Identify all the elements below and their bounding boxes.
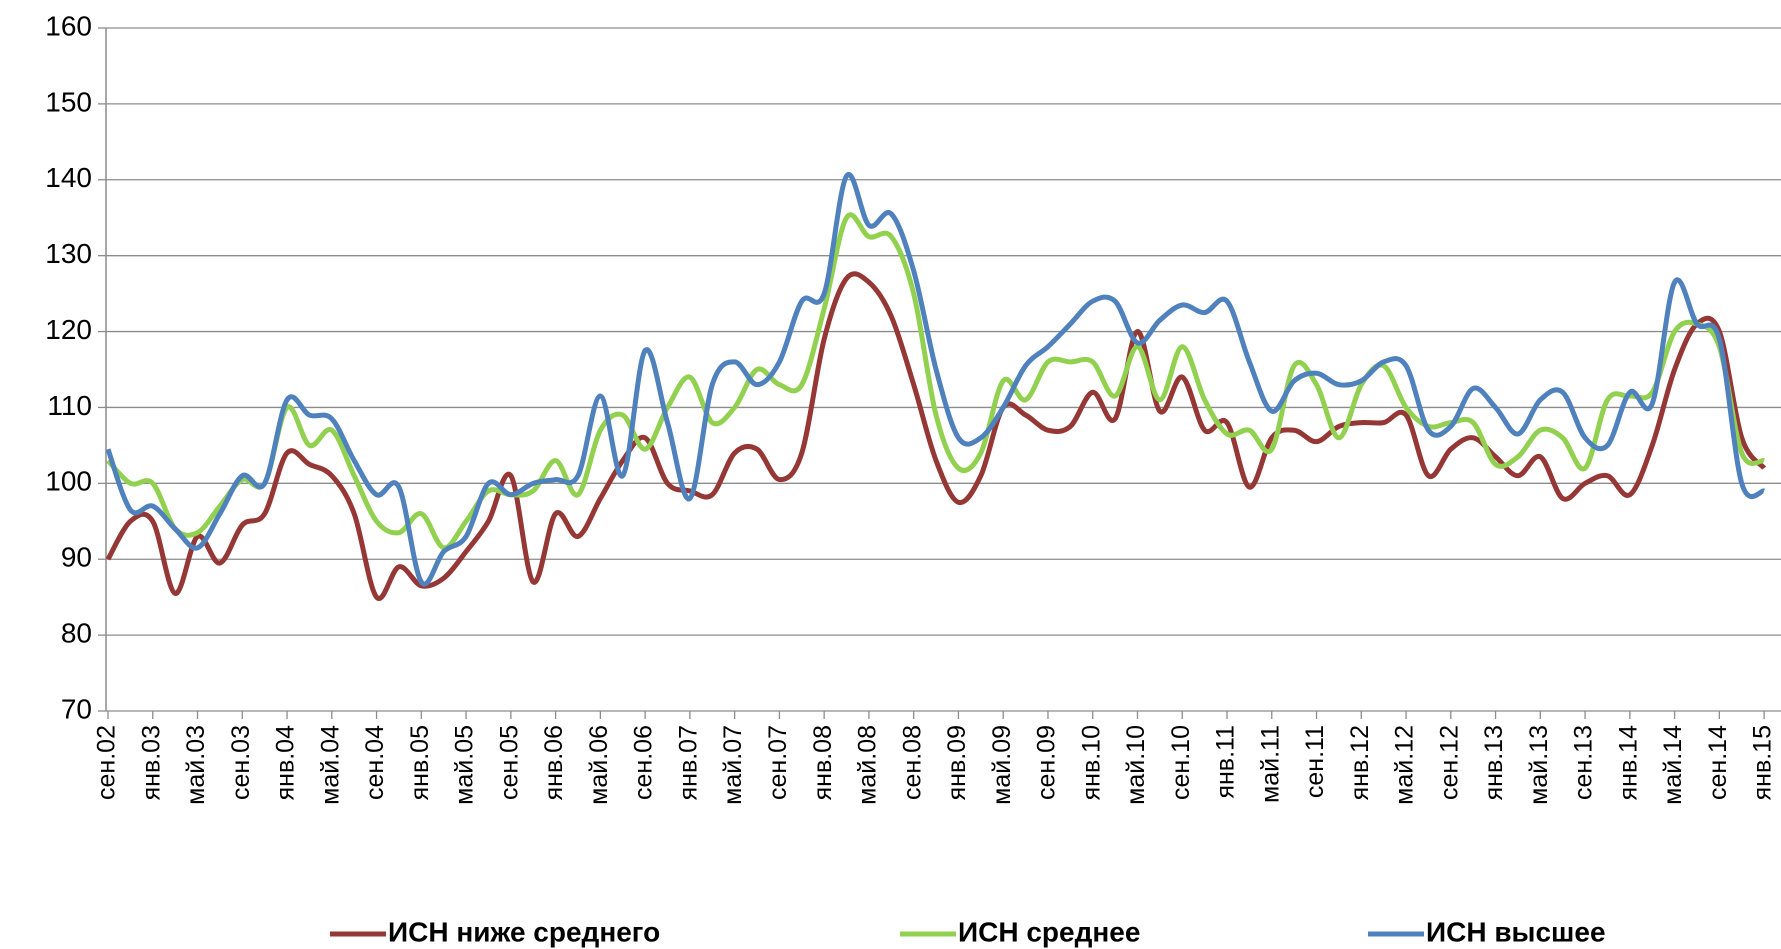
- x-tick-label: янв.10: [1077, 725, 1105, 800]
- x-tick-label: сен.02: [93, 725, 121, 800]
- x-tick-label: янв.06: [540, 725, 568, 800]
- x-tick-label: сен.10: [1167, 725, 1195, 800]
- x-tick-label: сен.06: [630, 725, 658, 800]
- y-tick-label: 120: [45, 314, 92, 345]
- y-tick-label: 100: [45, 466, 92, 497]
- x-tick-label: янв.13: [1480, 725, 1508, 800]
- legend-label: ИСН высшее: [1426, 916, 1606, 947]
- x-tick-label: май.03: [182, 725, 210, 805]
- y-tick-label: 130: [45, 238, 92, 269]
- x-tick-label: сен.04: [361, 725, 389, 800]
- x-tick-label: сен.13: [1570, 725, 1598, 800]
- x-tick-label: сен.05: [495, 725, 523, 800]
- y-tick-label: 140: [45, 162, 92, 193]
- y-tick-label: 90: [61, 542, 92, 573]
- x-tick-label: май.12: [1391, 725, 1419, 805]
- x-tick-label: май.07: [719, 725, 747, 805]
- x-tick-label: сен.07: [764, 725, 792, 800]
- y-tick-label: 150: [45, 86, 92, 117]
- x-tick-label: янв.14: [1614, 725, 1642, 800]
- legend-label: ИСН среднее: [958, 916, 1140, 947]
- x-tick-label: май.05: [451, 725, 479, 805]
- x-tick-label: янв.12: [1346, 725, 1374, 800]
- x-tick-label: янв.03: [137, 725, 165, 800]
- x-tick-label: май.13: [1525, 725, 1553, 805]
- x-tick-label: сен.12: [1435, 725, 1463, 800]
- x-tick-label: сен.11: [1301, 725, 1329, 798]
- x-tick-label: май.09: [988, 725, 1016, 805]
- x-tick-label: янв.09: [943, 725, 971, 800]
- x-tick-label: май.06: [585, 725, 613, 805]
- x-tick-label: сен.09: [1033, 725, 1061, 800]
- x-tick-label: сен.14: [1704, 725, 1732, 800]
- x-tick-label: май.14: [1659, 725, 1687, 805]
- x-tick-label: май.10: [1122, 725, 1150, 805]
- x-tick-label: янв.11: [1212, 725, 1240, 799]
- y-tick-label: 110: [47, 390, 92, 421]
- legend-label: ИСН ниже среднего: [388, 916, 660, 947]
- x-tick-label: янв.08: [809, 725, 837, 800]
- x-tick-label: май.08: [854, 725, 882, 805]
- x-tick-label: май.04: [316, 725, 344, 805]
- x-tick-label: сен.03: [227, 725, 255, 800]
- series-line: [105, 171, 1765, 587]
- x-tick-label: сен.08: [898, 725, 926, 800]
- x-tick-label: янв.04: [272, 725, 300, 800]
- series-line: [106, 212, 1765, 551]
- x-tick-label: май.11: [1256, 725, 1284, 803]
- y-tick-label: 160: [45, 10, 92, 41]
- y-tick-label: 80: [61, 618, 92, 649]
- x-tick-label: янв.15: [1749, 725, 1777, 800]
- x-tick-label: янв.07: [674, 725, 702, 800]
- y-tick-label: 70: [61, 693, 92, 724]
- x-tick-label: янв.05: [406, 725, 434, 800]
